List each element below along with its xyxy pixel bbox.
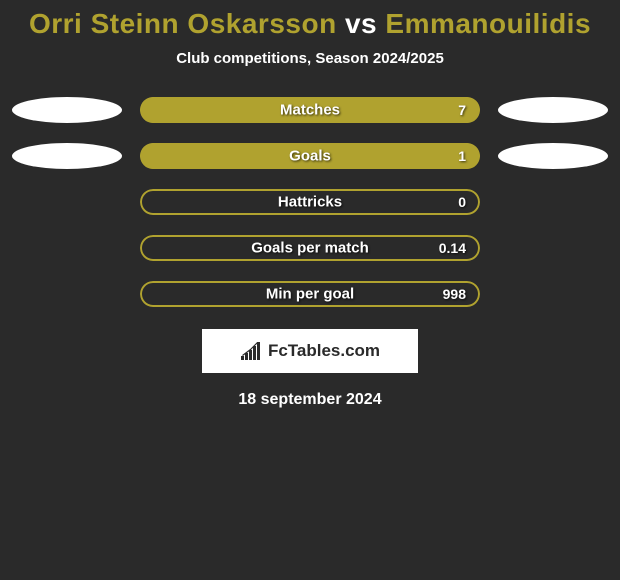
stat-bar-value: 0 xyxy=(458,194,466,210)
title: Orri Steinn Oskarsson vs Emmanouilidis xyxy=(0,8,620,40)
logo-box: FcTables.com xyxy=(202,329,418,373)
right-ellipse-0 xyxy=(498,97,608,123)
stat-bar-label: Hattricks xyxy=(278,194,342,211)
stat-bar-value: 998 xyxy=(443,286,466,302)
stat-bar-value: 1 xyxy=(458,148,466,164)
right-ellipse-column xyxy=(498,97,608,307)
stat-bar-2: Hattricks 0 xyxy=(140,189,480,215)
fctables-chart-icon xyxy=(240,342,262,360)
left-ellipse-0 xyxy=(12,97,122,123)
player1-name: Orri Steinn Oskarsson xyxy=(29,8,337,39)
stat-bar-label: Min per goal xyxy=(266,286,354,303)
left-ellipse-1 xyxy=(12,143,122,169)
stat-bar-0: Matches 7 xyxy=(140,97,480,123)
subtitle: Club competitions, Season 2024/2025 xyxy=(0,50,620,67)
stat-bar-1: Goals 1 xyxy=(140,143,480,169)
stat-bar-label: Goals xyxy=(289,148,331,165)
stat-bar-4: Min per goal 998 xyxy=(140,281,480,307)
stat-bar-value: 0.14 xyxy=(439,240,466,256)
vs-text: vs xyxy=(345,8,377,39)
right-ellipse-1 xyxy=(498,143,608,169)
stat-bar-3: Goals per match 0.14 xyxy=(140,235,480,261)
date-text: 18 september 2024 xyxy=(0,391,620,409)
left-ellipse-column xyxy=(12,97,122,307)
logo-text: FcTables.com xyxy=(268,341,380,361)
stat-bar-value: 7 xyxy=(458,102,466,118)
comparison-card: Orri Steinn Oskarsson vs Emmanouilidis C… xyxy=(0,0,620,409)
stat-bars: Matches 7 Goals 1 Hattricks 0 Goals per match 0… xyxy=(140,97,480,307)
player2-name: Emmanouilidis xyxy=(385,8,591,39)
stat-bar-label: Goals per match xyxy=(251,240,369,257)
stat-bar-label: Matches xyxy=(280,102,340,119)
stats-area: Matches 7 Goals 1 Hattricks 0 Goals per match 0… xyxy=(0,97,620,307)
